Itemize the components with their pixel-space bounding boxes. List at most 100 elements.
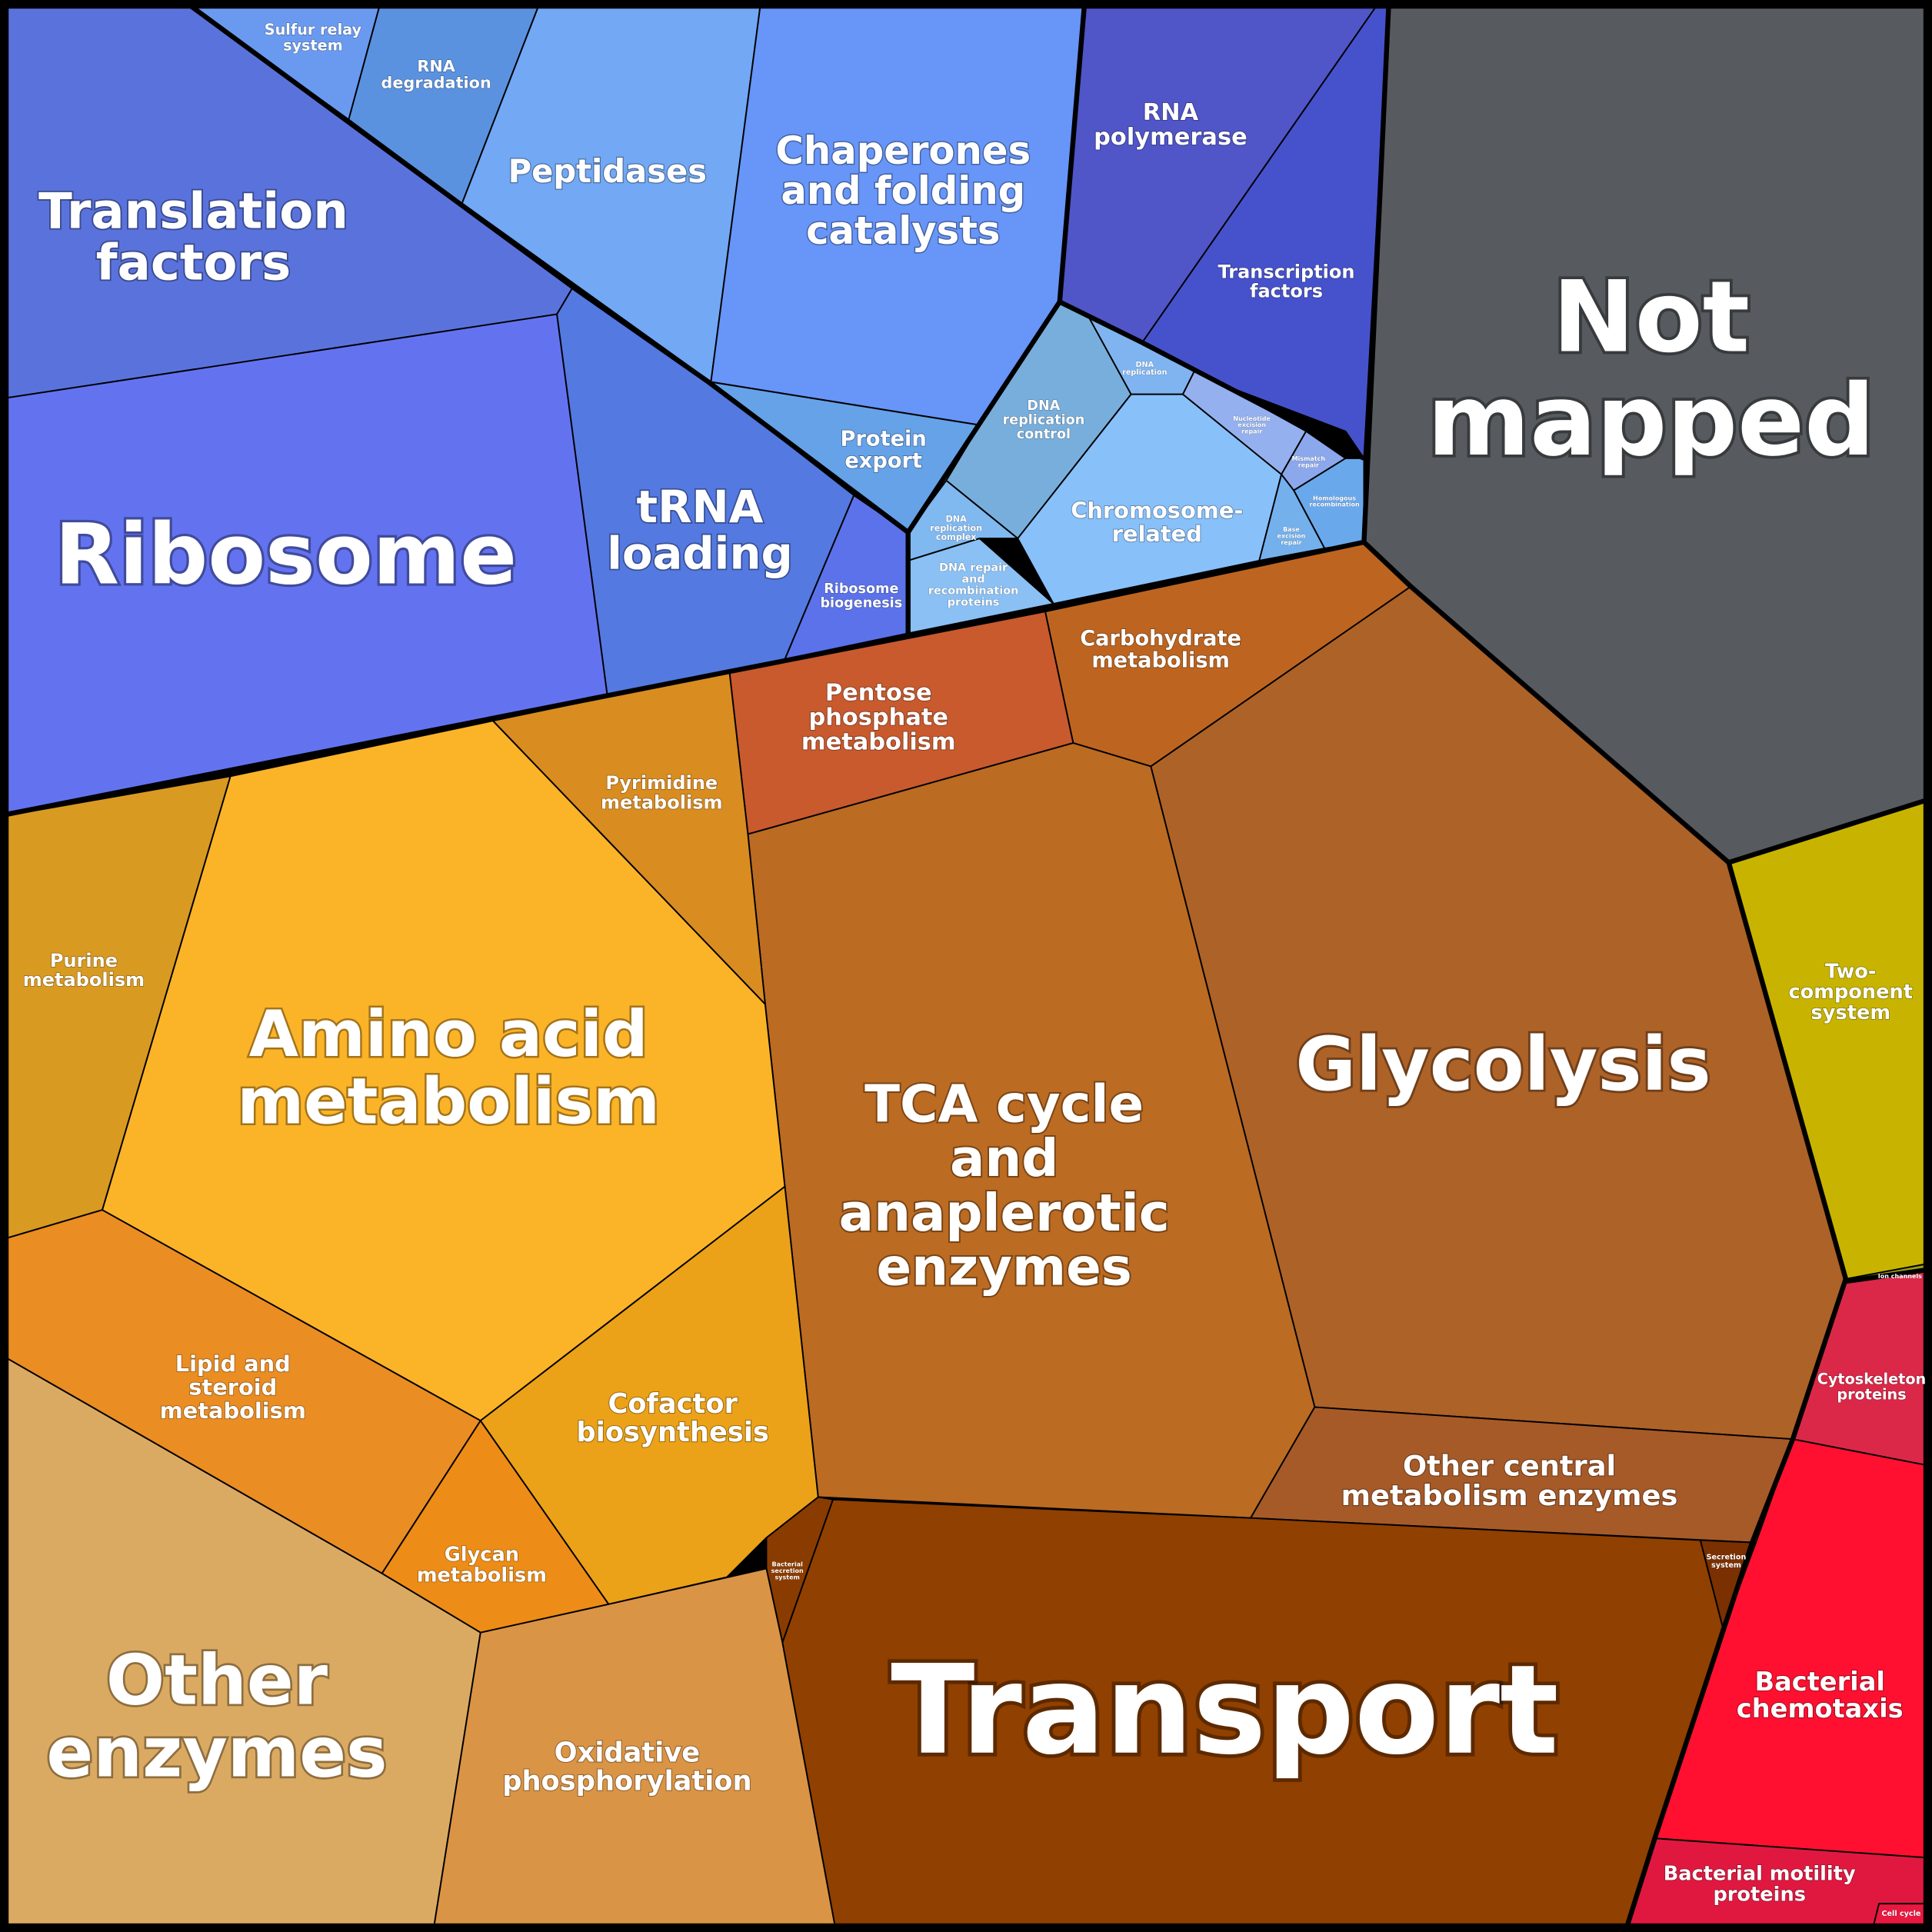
cell-label: phosphorylation (502, 1765, 751, 1797)
cell-label: Amino acid (249, 997, 648, 1071)
cell-label: Not (1552, 260, 1750, 375)
cell-label: steroid (188, 1374, 277, 1401)
cell-label: component (1788, 981, 1913, 1004)
cell-label: polymerase (1094, 124, 1247, 151)
cell-label: factors (96, 235, 291, 292)
cell-label: Glycolysis (1295, 1021, 1710, 1108)
cell-label: and (961, 573, 984, 585)
cell-label: Lipid and (175, 1351, 291, 1377)
cell-label: RNA (1143, 99, 1199, 126)
cell-label: Bacterial (772, 1561, 804, 1568)
cell-label: metabolism (601, 791, 722, 813)
cell-label: metabolism (23, 969, 145, 991)
cell-label: Nucleotide (1233, 415, 1271, 422)
cells (5, 5, 1932, 1930)
cell-label: Other central (1403, 1449, 1616, 1482)
cell-label: DNA (1136, 361, 1154, 369)
cell-label: phosphate (808, 704, 948, 731)
cell-label: loading (607, 528, 793, 580)
cell-label: biosynthesis (577, 1417, 769, 1448)
cell-label: Base (1283, 526, 1300, 533)
cell-label: Cytoskeleton (1817, 1370, 1926, 1387)
cell-label: secretion (771, 1567, 804, 1574)
cell-label: metabolism (801, 728, 956, 755)
cell-label: and folding (781, 168, 1025, 213)
cell-label: enzymes (877, 1237, 1132, 1297)
border (189, 4, 911, 634)
cell-label: degradation (381, 74, 491, 92)
cell-label: biogenesis (820, 596, 902, 611)
cell-label: Oxidative (555, 1737, 701, 1768)
cell-label: repair (1241, 428, 1262, 435)
cell-label: metabolism enzymes (1341, 1479, 1678, 1512)
cell-label: replication (930, 523, 982, 533)
cell-label: replication (1003, 412, 1085, 428)
cell-label: Purine (50, 950, 118, 971)
cell-label: factors (1250, 280, 1323, 301)
cell-label: control (1017, 427, 1071, 442)
cell-label: chemotaxis (1737, 1694, 1904, 1724)
cell-label: metabolism (237, 1064, 660, 1138)
cell-label: Carbohydrate (1080, 627, 1241, 651)
cell-label: metabolism (417, 1564, 547, 1587)
cell-label: Bacterial (1754, 1667, 1884, 1697)
cell-label: TCA cycle (864, 1074, 1144, 1134)
cell-label: anaplerotic (839, 1183, 1170, 1243)
cell-label: Ion channels (1878, 1273, 1922, 1280)
cell-label: Secretion (1707, 1554, 1747, 1562)
cell-label: recombination (1309, 501, 1360, 508)
cell-label: excision (1237, 421, 1266, 428)
cell-label: Other (106, 1641, 328, 1720)
cell-label: Ribosome (824, 581, 898, 597)
cell-label: recombination (928, 585, 1019, 598)
cell-label: Cell cycle (1881, 1910, 1920, 1918)
cell-label: RNA (417, 57, 455, 75)
cell-label: enzymes (46, 1714, 387, 1794)
cell-label: related (1112, 521, 1202, 547)
cell-label: tRNA (637, 481, 764, 533)
cell (1872, 1903, 1932, 1930)
cell-label: Chaperones (775, 128, 1031, 173)
cell-label: Mismatch (1292, 455, 1326, 462)
cell-label: mapped (1427, 364, 1875, 478)
cell-label: excision (1277, 532, 1306, 539)
cell-label: metabolism (160, 1397, 306, 1424)
cell-label: Cofactor (608, 1388, 738, 1420)
cell-label: replication (1122, 368, 1167, 377)
cell-label: Bacterial motility (1664, 1863, 1856, 1886)
cell-label: Protein (841, 428, 927, 451)
cell-label: Homologous (1313, 495, 1356, 501)
cell-label: system (775, 1574, 800, 1581)
cell-label: Translation (38, 183, 348, 240)
cell-label: Chromosome- (1071, 498, 1243, 524)
cell-label: proteins (1837, 1385, 1906, 1403)
cell-label: complex (936, 532, 977, 542)
cell-label: Transcription (1218, 261, 1355, 282)
cell-label: Ribosome (55, 506, 517, 604)
cell-label: Glycan (445, 1544, 519, 1567)
cell-label: Pyrimidine (605, 772, 718, 794)
cell-label: proteins (948, 597, 1000, 609)
cell-label: Sulfur relay (265, 21, 362, 38)
cell-label: DNA (946, 515, 968, 525)
cell-label: export (844, 449, 922, 473)
cell-label: metabolism (1091, 649, 1230, 673)
cell-label: Pentose (825, 680, 932, 707)
cell-label: Transport (891, 1638, 1558, 1782)
cell-label: Two- (1825, 960, 1877, 983)
cell-label: DNA (1027, 398, 1060, 414)
cell-label: DNA repair (939, 561, 1008, 574)
cell-label: repair (1298, 461, 1319, 468)
cell-label: system (1711, 1561, 1741, 1570)
border (1845, 1266, 1932, 1284)
border (1361, 5, 1932, 865)
border (1058, 299, 1365, 461)
cell-label: Peptidases (508, 152, 707, 190)
cell-label: repair (1281, 539, 1301, 546)
cell-label: and (950, 1128, 1058, 1188)
